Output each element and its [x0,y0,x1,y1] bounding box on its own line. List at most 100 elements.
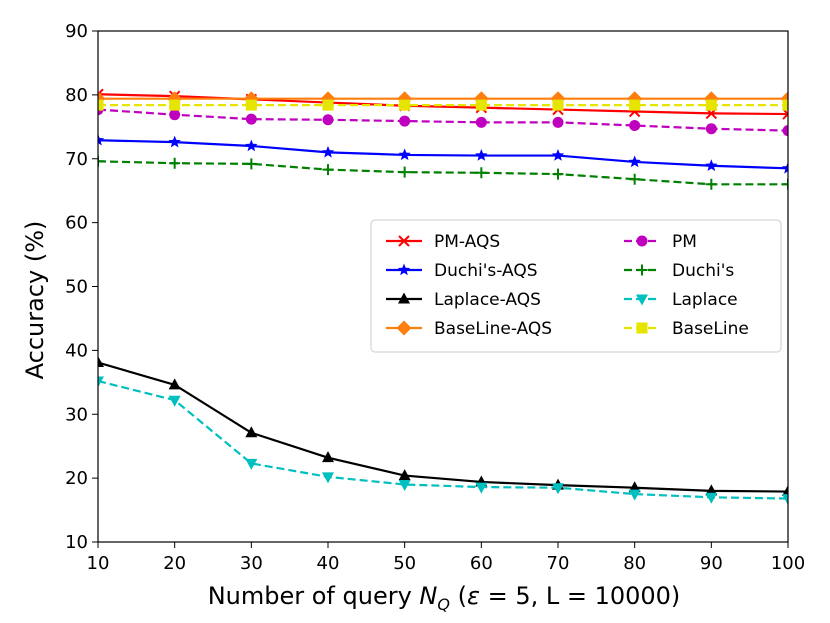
point-baseline-40 [322,99,334,111]
x-axis-label-eps: ε [467,582,480,610]
y-tick-label-40: 40 [65,340,88,361]
point-baseline-60 [475,99,487,111]
point-duchi-s-60 [475,167,487,179]
point-laplace-30 [245,458,258,470]
legend-label-laplace: Laplace [672,290,738,310]
legend-item-pm-aqs: PM-AQS [386,232,500,252]
point-laplace-aqs-40 [322,451,334,463]
x-tick-label-10: 10 [87,553,110,574]
point-laplace-10 [98,376,104,388]
point-duchi-s-aqs-30 [245,139,258,152]
legend-marker-laplace [636,294,648,306]
point-laplace-60 [475,482,488,494]
point-pm-70 [552,116,564,128]
series-duchi-s [98,155,788,190]
point-pm-40 [322,114,334,126]
legend-label-duchi-s-aqs: Duchi's-AQS [434,261,538,281]
point-baseline-10 [98,99,104,111]
point-laplace-100 [782,494,788,506]
legend-item-laplace: Laplace [624,290,738,310]
point-baseline-80 [629,99,641,111]
x-tick-label-50: 50 [393,553,416,574]
x-axis-ticks: 10 20 30 40 50 60 70 80 90 100 [87,542,805,574]
series-pm [98,104,788,137]
y-axis-ticks: 10 20 30 40 50 60 70 80 90 [65,21,98,553]
point-baseline-70 [552,99,564,111]
series-line-duchi-s-aqs [98,139,788,170]
legend-label-baseline: BaseLine [672,319,749,339]
legend-marker-baseline-aqs [396,320,412,336]
x-tick-label-30: 30 [240,553,263,574]
x-axis-label-var: N [419,582,437,610]
point-laplace-aqs-10 [98,356,104,368]
point-laplace-aqs-30 [245,426,258,438]
series-baseline-aqs [98,91,788,107]
y-tick-label-90: 90 [65,21,88,42]
point-duchi-s-aqs-20 [168,135,181,148]
x-tick-label-80: 80 [623,553,646,574]
point-pm-90 [705,123,717,135]
y-tick-label-10: 10 [65,532,88,553]
point-baseline-20 [169,99,181,111]
point-laplace-70 [552,483,564,495]
point-duchi-s-aqs-100 [781,161,788,174]
point-duchi-s-aqs-80 [628,155,641,168]
point-laplace-90 [705,492,718,504]
point-duchi-s-aqs-90 [705,159,718,172]
x-axis-label-suffix: = 5, L = 10000) [480,582,680,610]
y-axis-label: Accuracy (%) [21,221,49,380]
point-baseline-90 [705,99,717,111]
series-line-pm [98,108,788,132]
series-line-duchi-s [98,160,788,186]
point-duchi-s-70 [552,168,564,180]
legend-label-baseline-aqs: BaseLine-AQS [434,319,552,339]
legend: PM-AQS PM Duchi's-AQS Duchi's Laplace-AQS Lap… [370,219,782,353]
point-duchi-s-aqs-50 [398,148,411,161]
x-tick-label-40: 40 [317,553,340,574]
point-laplace-20 [168,395,181,407]
point-duchi-s-aqs-60 [475,149,488,161]
point-duchi-s-90 [705,178,717,190]
legend-label-laplace-aqs: Laplace-AQS [434,290,541,310]
point-pm-20 [169,109,181,121]
point-baseline-100 [782,99,788,111]
point-laplace-80 [628,489,641,501]
plot-area [97,30,789,543]
point-duchi-s-100 [782,178,788,190]
point-duchi-s-aqs-40 [321,145,335,158]
series-duchi-s-aqs [98,133,788,174]
legend-item-duchi-s-aqs: Duchi's-AQS [386,261,538,281]
point-duchi-s-80 [629,173,641,185]
y-tick-label-70: 70 [65,149,88,170]
x-axis-label-mid: ( [450,582,467,610]
legend-marker-pm-aqs [398,235,410,247]
point-pm-aqs-100 [782,108,788,120]
point-pm-100 [782,125,788,137]
point-laplace-40 [322,472,334,484]
x-axis-label-sub: Q [437,595,450,614]
point-duchi-s-40 [322,164,334,176]
y-tick-label-20: 20 [65,468,88,489]
x-axis-label: Number of query NQ (ε = 5, L = 10000) [208,582,681,614]
series-baseline [98,99,788,111]
x-tick-label-70: 70 [547,553,570,574]
legend-marker-baseline [636,322,648,334]
point-duchi-s-30 [245,158,257,170]
point-laplace-aqs-100 [782,485,788,497]
legend-item-baseline-aqs: BaseLine-AQS [386,319,552,339]
point-duchi-s-aqs-70 [551,149,565,161]
legend-marker-pm [636,235,648,247]
series-layer [98,88,788,506]
x-axis-label-prefix: Number of query [208,582,420,610]
legend-item-pm: PM [624,232,697,252]
x-tick-label-90: 90 [700,553,723,574]
point-laplace-aqs-90 [705,484,718,496]
point-laplace-50 [398,480,411,492]
legend-item-baseline: BaseLine [624,319,749,339]
y-tick-label-60: 60 [65,213,88,234]
point-duchi-s-10 [98,155,104,167]
legend-label-pm-aqs: PM-AQS [434,232,500,252]
x-tick-label-100: 100 [771,553,805,574]
point-duchi-s-20 [169,157,181,169]
